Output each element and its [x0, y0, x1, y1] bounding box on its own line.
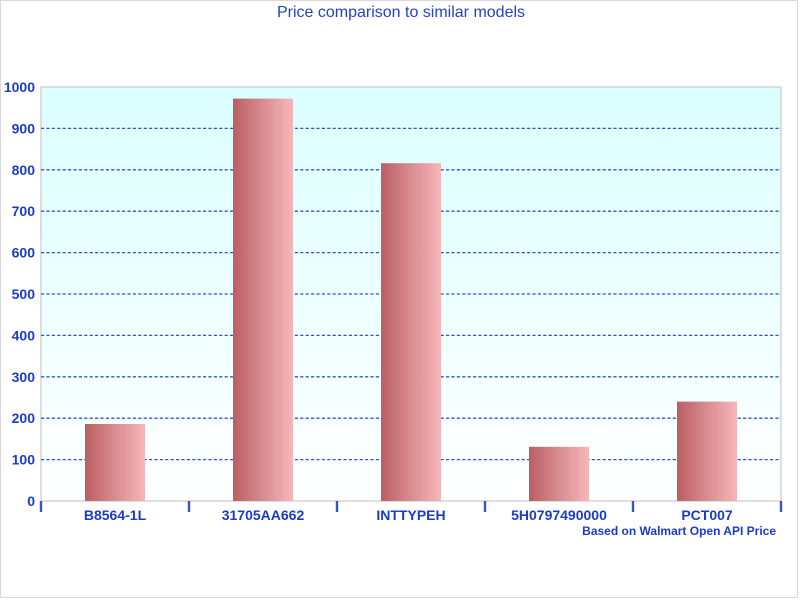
svg-text:0: 0 [27, 493, 35, 509]
svg-text:INTTYPEH: INTTYPEH [376, 507, 445, 523]
svg-text:B8564-1L: B8564-1L [84, 507, 147, 523]
svg-text:Based on Walmart Open API Pric: Based on Walmart Open API Price [582, 524, 776, 538]
svg-text:700: 700 [12, 203, 36, 219]
svg-text:31705AA662: 31705AA662 [222, 507, 305, 523]
svg-text:PCT007: PCT007 [681, 507, 733, 523]
svg-text:900: 900 [12, 120, 36, 136]
svg-text:600: 600 [12, 245, 36, 261]
svg-text:500: 500 [12, 286, 36, 302]
svg-text:200: 200 [12, 410, 36, 426]
svg-text:800: 800 [12, 162, 36, 178]
svg-text:300: 300 [12, 369, 36, 385]
svg-text:1000: 1000 [4, 79, 35, 95]
svg-text:400: 400 [12, 327, 36, 343]
svg-text:100: 100 [12, 452, 36, 468]
svg-text:5H0797490000: 5H0797490000 [511, 507, 607, 523]
